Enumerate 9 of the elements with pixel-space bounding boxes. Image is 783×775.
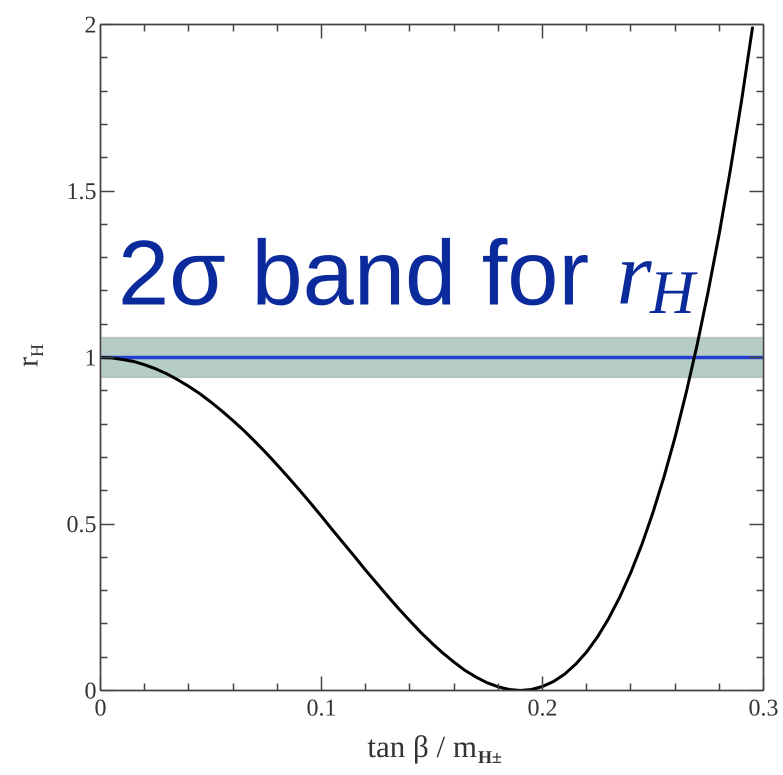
x-tick-label: 0.3 xyxy=(748,696,778,722)
y-tick-label: 0 xyxy=(84,678,96,704)
y-tick-label: 1 xyxy=(84,346,96,372)
y-tick-label: 2 xyxy=(84,12,96,38)
y-axis-title: rH xyxy=(12,344,48,368)
x-tick-label: 0.1 xyxy=(306,696,336,722)
x-tick-label: 0.2 xyxy=(528,696,558,722)
y-tick-label: 1.5 xyxy=(66,179,96,205)
y-tick-label: 0.5 xyxy=(66,512,96,538)
